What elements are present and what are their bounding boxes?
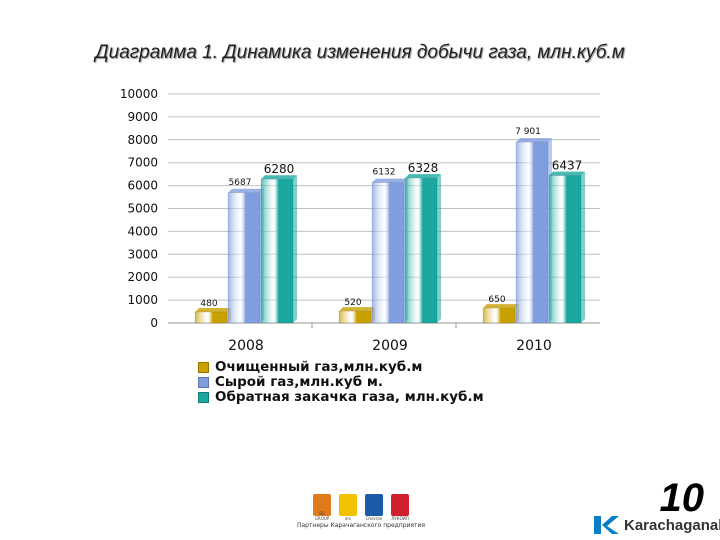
bar xyxy=(548,175,582,324)
bar-top xyxy=(405,174,441,179)
x-tick-label: 2009 xyxy=(372,338,408,354)
bar-top xyxy=(339,307,375,312)
bar-chart: 0 1000 2000 3000 4000 5000 6000 7000 8000 9000 100… xyxy=(120,87,600,354)
chevron-logo: Chevron xyxy=(365,494,383,521)
bar xyxy=(404,177,438,324)
bar xyxy=(338,310,372,324)
data-label: 5687 xyxy=(229,178,252,188)
x-tick-label: 2008 xyxy=(228,338,264,354)
bar xyxy=(194,311,228,324)
data-label: 7 901 xyxy=(515,127,541,137)
page-number: 10 xyxy=(659,476,705,520)
y-tick-label: 9000 xyxy=(127,110,158,124)
data-label: 6280 xyxy=(264,162,295,176)
bar xyxy=(482,307,516,324)
legend-swatch xyxy=(198,392,209,403)
bar xyxy=(227,192,261,324)
karachaganak-logo: Karachaganak xyxy=(592,514,720,536)
legend-label: Сырой газ,млн.куб м. xyxy=(215,374,383,390)
legend-item: Сырой газ,млн.куб м. xyxy=(198,375,484,390)
bar-side xyxy=(293,175,297,323)
data-label: 6328 xyxy=(408,161,439,175)
data-label: 6132 xyxy=(373,168,396,178)
legend-label: Очищенный газ,млн.куб.м xyxy=(215,359,423,375)
legend-item: Обратная закачка газа, млн.куб.м xyxy=(198,390,484,405)
data-label: 650 xyxy=(488,295,505,305)
y-tick-label: 0 xyxy=(150,316,158,330)
legend-swatch xyxy=(198,362,209,373)
bar-top xyxy=(195,308,231,313)
eni-logo: eni xyxy=(339,494,357,521)
y-tick-label: 8000 xyxy=(127,133,158,147)
partners-caption: Партнеры Карачаганского предприятия xyxy=(296,522,426,529)
y-tick-label: 2000 xyxy=(127,270,158,284)
chart-legend: Очищенный газ,млн.куб.м Сырой газ,млн.ку… xyxy=(198,360,484,405)
y-tick-label: 5000 xyxy=(127,202,158,216)
y-tick-label: 3000 xyxy=(127,247,158,261)
data-label: 6437 xyxy=(552,159,583,173)
brand-name: Karachaganak xyxy=(624,516,720,534)
data-label: 480 xyxy=(200,299,217,309)
y-tick-label: 7000 xyxy=(127,156,158,170)
bar-top xyxy=(261,175,297,180)
bar-top xyxy=(228,188,264,193)
bar xyxy=(260,178,294,324)
y-tick-label: 10000 xyxy=(120,87,158,101)
chart-title: Диаграмма 1. Динамика изменения добычи г… xyxy=(95,42,625,63)
bar-top xyxy=(372,178,408,183)
x-tick-label: 2010 xyxy=(516,338,552,354)
bar-top xyxy=(516,138,552,143)
k-logo-icon xyxy=(594,516,619,534)
legend-item: Очищенный газ,млн.куб.м xyxy=(198,360,484,375)
y-tick-label: 1000 xyxy=(127,293,158,307)
lukoil-logo: ЛУКОЙЛ xyxy=(391,494,409,521)
bar-side xyxy=(437,174,441,323)
legend-swatch xyxy=(198,377,209,388)
y-tick-label: 4000 xyxy=(127,224,158,238)
bar-side xyxy=(581,171,585,323)
bar-top xyxy=(483,304,519,309)
partner-logos: BG GROUP eni Chevron ЛУКОЙЛ Партнеры Карача… xyxy=(286,494,436,529)
y-tick-label: 6000 xyxy=(127,179,158,193)
data-label: 520 xyxy=(344,298,361,308)
bg-logo: BG GROUP xyxy=(313,494,331,521)
bar-top xyxy=(549,171,585,176)
legend-label: Обратная закачка газа, млн.куб.м xyxy=(215,389,484,405)
bar xyxy=(371,182,405,324)
bar xyxy=(515,141,549,324)
